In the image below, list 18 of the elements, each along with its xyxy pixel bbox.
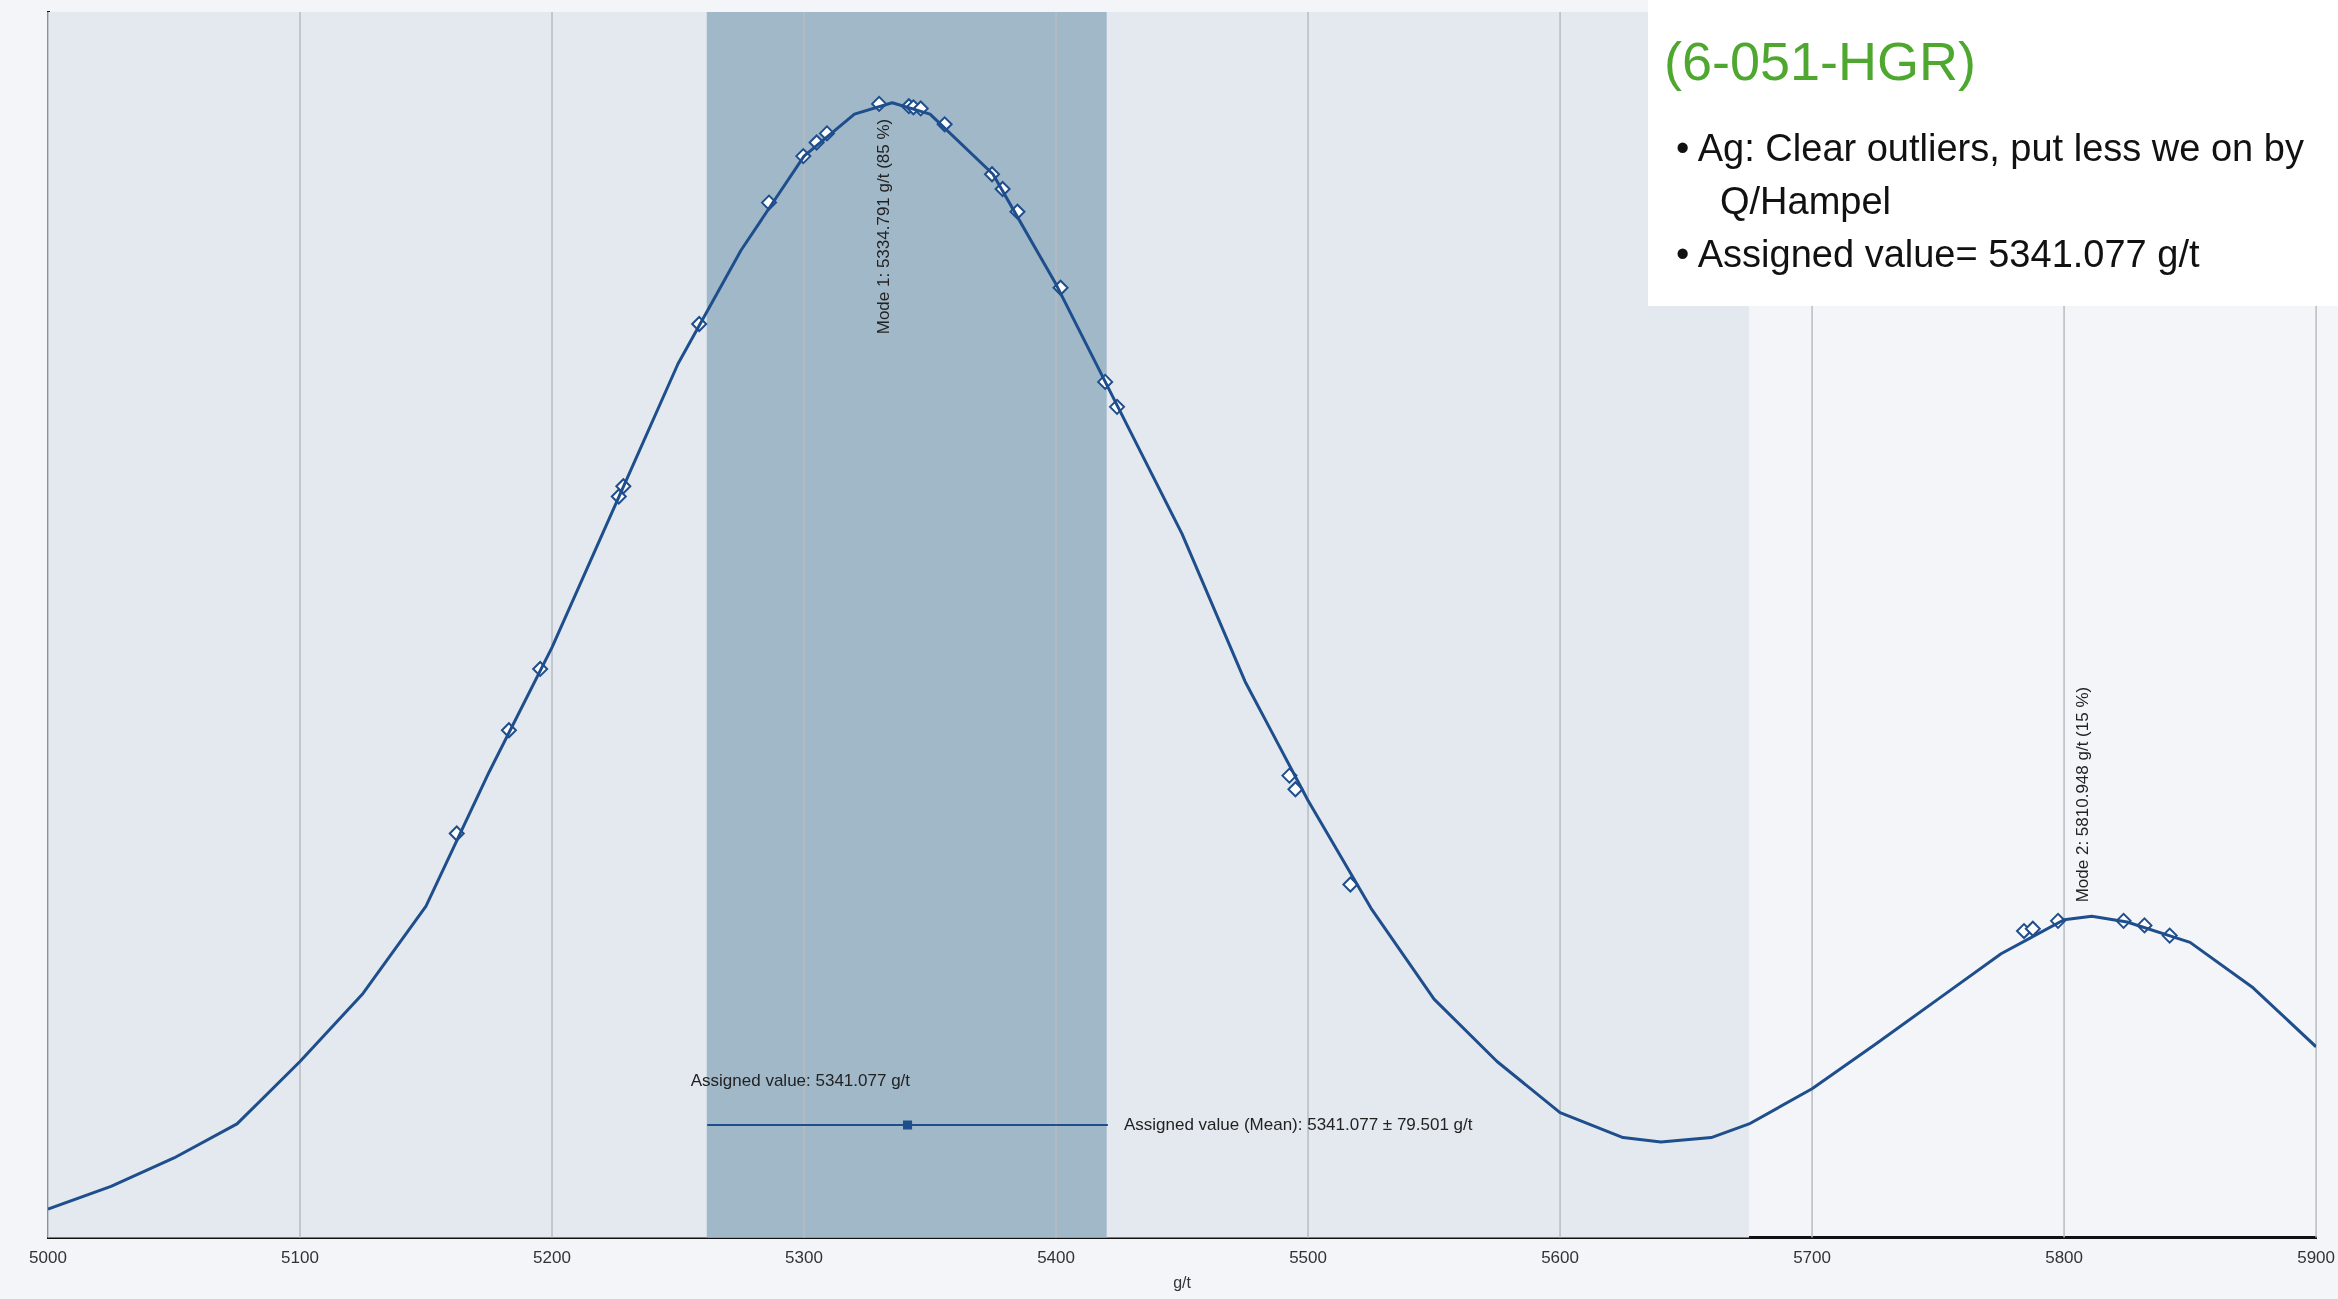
annotation: • Assigned value= 5341.077 g/t [1676, 232, 2201, 278]
x-tick-label: 5500 [1289, 1248, 1327, 1268]
x-tick-label: 5900 [2297, 1248, 2335, 1268]
x-tick-label: 5600 [1541, 1248, 1579, 1268]
x-tick-label: 5700 [1793, 1248, 1831, 1268]
x-tick-label: 5400 [1037, 1248, 1075, 1268]
annotation: Assigned value: 5341.077 g/t [690, 1070, 911, 1090]
x-axis-title: g/t [1173, 1273, 1192, 1291]
x-tick-label: 5800 [2045, 1248, 2083, 1268]
x-tick-label: 5200 [533, 1248, 571, 1268]
chart-title: (6-051-HGR) [1664, 30, 1978, 92]
x-tick-label: 5100 [281, 1248, 319, 1268]
annotation: Mode 2: 5810.948 g/t (15 %) [2073, 686, 2093, 903]
annotation: Mode 1: 5334.791 g/t (85 %) [873, 118, 893, 335]
annotation: Assigned value (Mean): 5341.077 ± 79.501 g/t [1123, 1114, 1473, 1134]
x-tick-label: 5300 [785, 1248, 823, 1268]
x-tick-label: 5000 [29, 1248, 67, 1268]
annotation: • Ag: Clear outliers, put less we on by Q/Hampel [1676, 126, 2305, 225]
